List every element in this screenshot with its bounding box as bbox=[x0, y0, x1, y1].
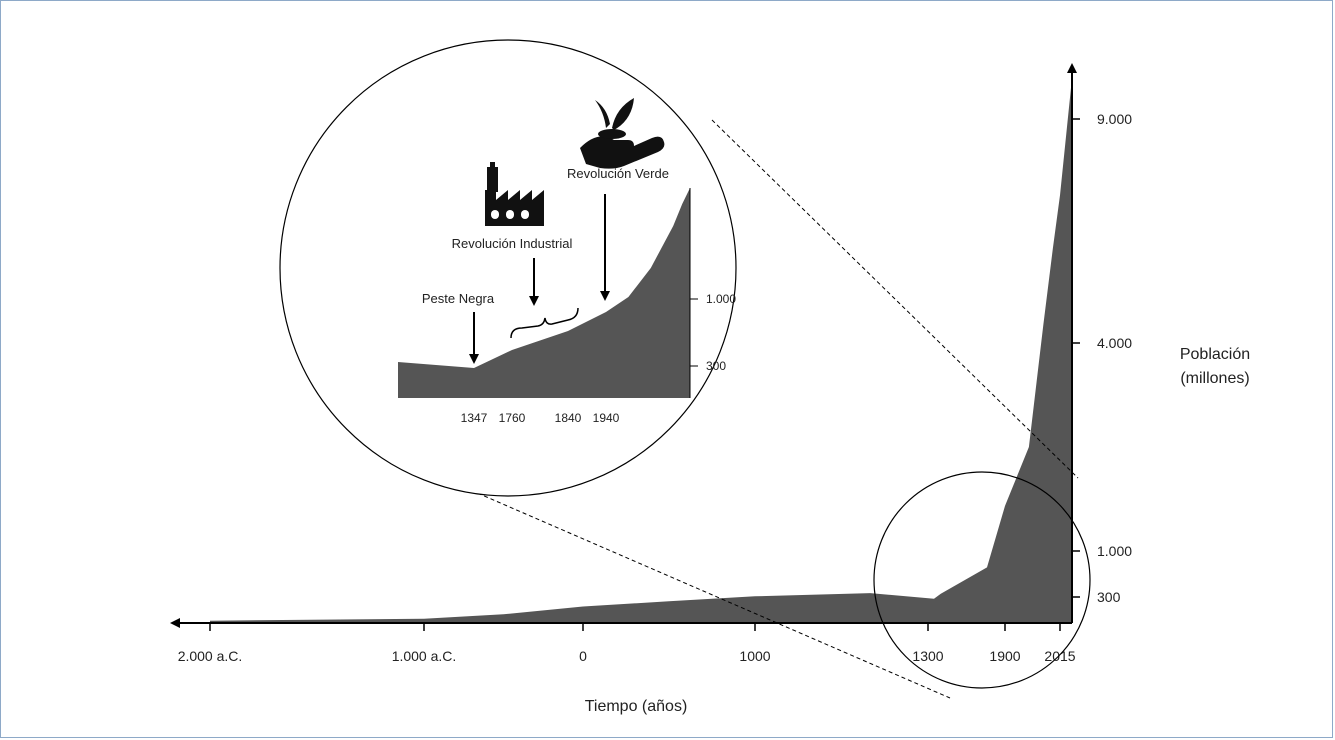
peste-negra-arrowhead bbox=[469, 354, 479, 364]
revolucion-industrial-brace bbox=[510, 307, 579, 339]
inset-population-area bbox=[398, 188, 690, 398]
revolucion-verde-arrowhead bbox=[600, 291, 610, 301]
x-tick-label: 2.000 a.C. bbox=[178, 648, 243, 664]
factory-icon bbox=[485, 162, 544, 226]
y-tick-label: 300 bbox=[1097, 589, 1121, 605]
x-tick-label: 1900 bbox=[989, 648, 1020, 664]
x-tick-label: 1.000 a.C. bbox=[392, 648, 457, 664]
x-tick-label: 0 bbox=[579, 648, 587, 664]
revolucion-industrial-label: Revolución Industrial bbox=[452, 236, 573, 251]
inset-x-tick-label: 1840 bbox=[555, 411, 582, 425]
y-tick-label: 4.000 bbox=[1097, 335, 1132, 351]
inset-x-tick-label: 1940 bbox=[593, 411, 620, 425]
zoom-circle-small bbox=[873, 471, 1091, 689]
inset-y-tick-label: 300 bbox=[706, 359, 726, 373]
y-tick-label: 9.000 bbox=[1097, 111, 1132, 127]
population-area bbox=[210, 78, 1072, 623]
inset-x-tick-label: 1760 bbox=[499, 411, 526, 425]
x-axis-title: Tiempo (años) bbox=[585, 698, 688, 715]
revolucion-verde-label: Revolución Verde bbox=[567, 166, 669, 181]
plant-in-hand-icon bbox=[580, 98, 665, 169]
revolucion-industrial-arrowhead bbox=[529, 296, 539, 306]
x-tick-label: 2015 bbox=[1044, 648, 1075, 664]
zoom-connector-bottom bbox=[451, 481, 951, 699]
inset-y-tick-label: 1.000 bbox=[706, 292, 736, 306]
x-axis-arrow bbox=[170, 618, 180, 628]
x-tick-label: 1000 bbox=[739, 648, 770, 664]
y-axis-title-line1: Población bbox=[1180, 346, 1250, 363]
zoom-connector-top bbox=[711, 119, 1079, 479]
y-tick-label: 1.000 bbox=[1097, 543, 1132, 559]
inset-x-tick-label: 1347 bbox=[461, 411, 488, 425]
y-axis-arrow bbox=[1067, 63, 1077, 73]
x-tick-label: 1300 bbox=[912, 648, 943, 664]
peste-negra-label: Peste Negra bbox=[422, 291, 495, 306]
y-axis-title-line2: (millones) bbox=[1180, 370, 1249, 387]
